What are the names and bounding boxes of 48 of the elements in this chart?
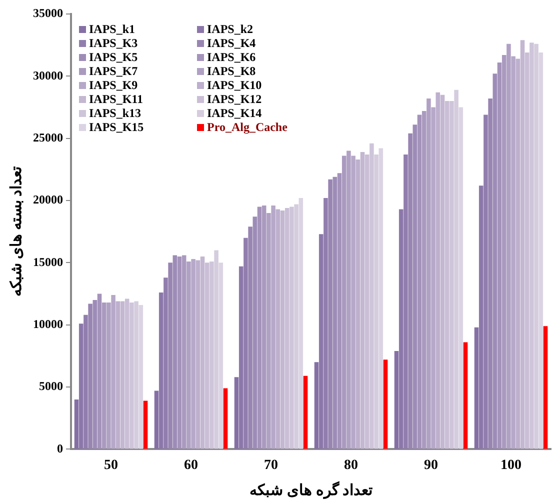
legend-label: IAPS_K6 <box>207 50 256 64</box>
x-tick-label: 90 <box>424 458 438 474</box>
legend-label: IAPS_K12 <box>207 92 262 106</box>
bar <box>97 294 102 449</box>
bar <box>543 326 548 449</box>
x-tick-label: 60 <box>184 458 198 474</box>
bar <box>520 40 525 449</box>
legend-label: IAPS_K4 <box>207 36 256 50</box>
legend-label: IAPS_K8 <box>207 64 256 78</box>
y-tick-label: 30000 <box>33 68 63 82</box>
legend-label: IAPS_K11 <box>89 92 144 106</box>
bar <box>303 376 308 449</box>
bar <box>463 342 468 449</box>
bar <box>143 400 148 449</box>
bar <box>383 360 388 449</box>
bar <box>177 256 182 449</box>
bar <box>360 152 365 449</box>
y-tick-label: 0 <box>57 441 63 456</box>
legend-label: IAPS_K9 <box>89 78 138 92</box>
legend-label: IAPS_K10 <box>207 78 262 92</box>
bar <box>280 210 285 449</box>
y-axis-title: تعداد بسته های شبکه <box>8 166 25 297</box>
legend-label: IAPS_K15 <box>89 120 144 134</box>
x-axis-title: تعداد گره های شبکه <box>249 480 373 499</box>
legend-label: IAPS_k1 <box>89 22 136 36</box>
legend-label: IAPS_K5 <box>89 50 138 64</box>
legend-label: IAPS_K3 <box>89 36 138 50</box>
bar <box>200 256 205 449</box>
y-tick-label: 20000 <box>33 192 63 207</box>
x-tick-label: 70 <box>264 458 278 474</box>
x-tick-label: 50 <box>104 458 118 474</box>
y-tick-label: 5000 <box>39 379 63 394</box>
bar <box>417 114 422 449</box>
x-tick-label: 100 <box>500 458 522 474</box>
legend-label: Pro_Alg_Cache <box>207 120 288 134</box>
legend-label: IAPS_k13 <box>89 106 142 120</box>
y-tick-label: 10000 <box>33 316 63 331</box>
bar <box>257 206 262 449</box>
y-tick-label: 35000 <box>33 6 63 20</box>
bar <box>440 94 445 449</box>
y-tick-label: 25000 <box>33 130 63 144</box>
legend-label: IAPS_K14 <box>207 106 262 120</box>
legend-label: IAPS_K7 <box>89 64 138 78</box>
x-tick-label: 80 <box>344 458 358 474</box>
y-tick-label: 15000 <box>33 254 63 269</box>
legend-label: IAPS_k2 <box>207 22 254 36</box>
bar <box>120 301 125 449</box>
bar <box>223 388 228 449</box>
